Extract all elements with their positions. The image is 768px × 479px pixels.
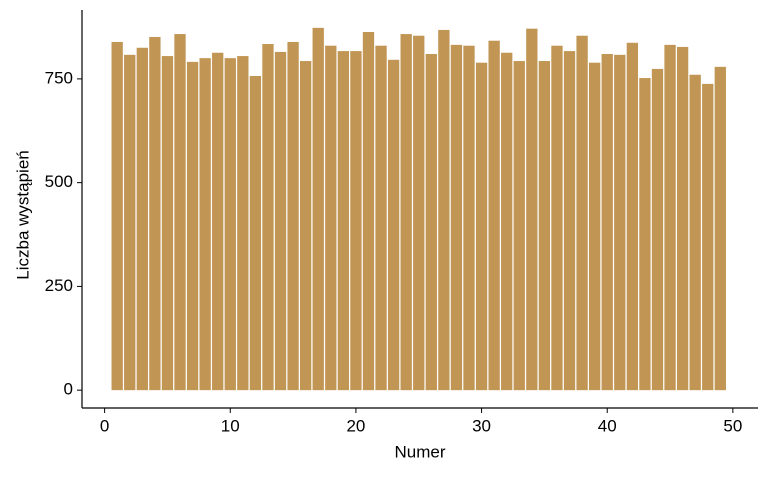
bar xyxy=(136,47,148,391)
bar xyxy=(124,54,136,391)
bar xyxy=(664,44,676,391)
x-axis-label: Numer xyxy=(394,442,445,461)
bar xyxy=(651,68,664,391)
bar xyxy=(325,45,337,391)
y-axis-label: Liczba wystąpień xyxy=(13,150,32,279)
bar xyxy=(337,51,350,391)
bar xyxy=(111,41,123,391)
bar xyxy=(702,83,714,391)
bar xyxy=(501,52,513,391)
bar xyxy=(488,40,500,391)
bar xyxy=(161,56,174,391)
bar xyxy=(312,27,324,391)
bar xyxy=(425,53,437,391)
bar xyxy=(714,66,726,391)
bar xyxy=(576,35,588,391)
bar xyxy=(614,54,626,391)
y-tick-label: 250 xyxy=(45,276,73,295)
bar xyxy=(413,35,425,391)
bar xyxy=(589,62,601,391)
bar xyxy=(538,61,551,391)
bar xyxy=(400,34,412,391)
bar xyxy=(475,62,488,391)
bar xyxy=(676,46,689,391)
bar xyxy=(375,45,387,391)
bar xyxy=(287,41,299,391)
bar xyxy=(689,74,701,391)
y-tick-label: 500 xyxy=(45,172,73,191)
bar xyxy=(212,52,224,391)
bar xyxy=(300,61,312,391)
x-tick-label: 40 xyxy=(598,416,617,435)
x-tick-label: 30 xyxy=(472,416,491,435)
bar xyxy=(262,44,274,391)
bar xyxy=(387,59,400,391)
bar xyxy=(350,51,362,391)
bar xyxy=(626,42,639,391)
bar xyxy=(438,29,450,391)
bar xyxy=(526,28,538,391)
bar xyxy=(513,61,525,391)
bar xyxy=(174,34,186,391)
bar xyxy=(249,75,262,391)
bar xyxy=(224,58,236,391)
bar xyxy=(186,61,199,391)
bar xyxy=(639,78,651,391)
x-tick-label: 0 xyxy=(100,416,109,435)
bar xyxy=(362,31,375,391)
bar xyxy=(149,36,161,391)
bar xyxy=(463,45,475,391)
x-tick-label: 20 xyxy=(346,416,365,435)
bar xyxy=(551,45,563,391)
bar xyxy=(450,44,463,391)
bar xyxy=(199,58,211,391)
x-tick-label: 10 xyxy=(221,416,240,435)
x-tick-label: 50 xyxy=(723,416,742,435)
bar xyxy=(237,56,249,391)
bar xyxy=(274,51,287,391)
bar xyxy=(563,51,576,391)
bar xyxy=(601,53,613,391)
y-tick-label: 0 xyxy=(64,380,73,399)
y-tick-label: 750 xyxy=(45,68,73,87)
